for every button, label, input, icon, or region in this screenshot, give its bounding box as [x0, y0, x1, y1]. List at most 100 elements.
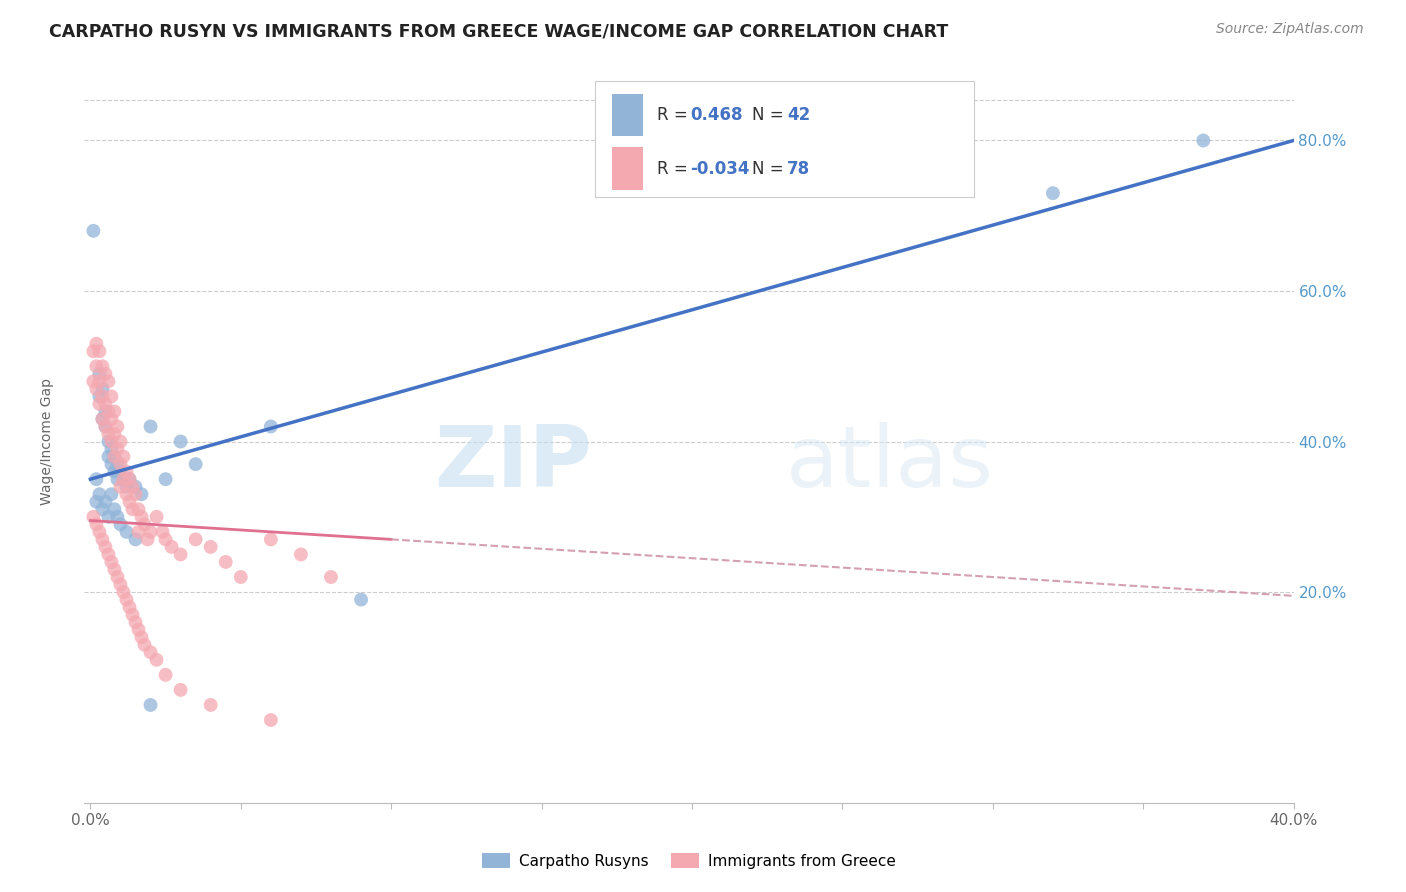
Point [110, 577, 132, 591]
Point [100, 434, 122, 449]
Point [103, 450, 125, 464]
Point [94, 494, 117, 508]
Point [155, 472, 177, 486]
Point [110, 434, 132, 449]
Point [134, 517, 156, 532]
Text: atlas: atlas [786, 422, 994, 505]
Text: 78: 78 [787, 160, 810, 178]
Point [110, 480, 132, 494]
Text: N =: N = [752, 160, 789, 178]
Point [115, 592, 138, 607]
Point [86, 359, 108, 374]
Point [97, 434, 120, 449]
Point [94, 419, 117, 434]
Point [107, 509, 129, 524]
Point [91, 502, 114, 516]
Point [82, 344, 104, 359]
Point [89, 374, 111, 388]
Point [260, 419, 283, 434]
Point [124, 615, 146, 630]
Point [100, 412, 122, 426]
Point [97, 450, 120, 464]
Point [94, 540, 117, 554]
Text: 42: 42 [787, 106, 811, 124]
Point [89, 524, 111, 539]
Text: Source: ZipAtlas.com: Source: ZipAtlas.com [1216, 22, 1364, 37]
Text: CARPATHO RUSYN VS IMMIGRANTS FROM GREECE WAGE/INCOME GAP CORRELATION CHART: CARPATHO RUSYN VS IMMIGRANTS FROM GREECE… [49, 22, 949, 40]
Point [91, 359, 114, 374]
Y-axis label: Wage/Income Gap: Wage/Income Gap [41, 378, 53, 505]
Point [91, 389, 114, 403]
Point [82, 224, 104, 238]
Point [121, 480, 143, 494]
Point [124, 487, 146, 501]
Point [91, 412, 114, 426]
Point [103, 502, 125, 516]
Point [89, 389, 111, 403]
Point [115, 487, 138, 501]
Point [97, 548, 120, 562]
Point [110, 457, 132, 471]
Point [97, 404, 120, 418]
Point [86, 382, 108, 396]
Point [97, 509, 120, 524]
Point [124, 480, 146, 494]
Point [100, 555, 122, 569]
Point [260, 713, 283, 727]
Point [107, 472, 129, 486]
Point [97, 427, 120, 442]
Point [169, 548, 191, 562]
Point [115, 524, 138, 539]
Point [107, 419, 129, 434]
Point [128, 502, 150, 516]
Text: ZIP: ZIP [434, 422, 592, 505]
Point [91, 382, 114, 396]
Point [97, 374, 120, 388]
Point [131, 630, 153, 644]
Point [89, 344, 111, 359]
Point [139, 524, 162, 539]
Text: N =: N = [752, 106, 789, 124]
Point [100, 389, 122, 403]
Point [82, 509, 104, 524]
Point [136, 533, 159, 547]
Point [86, 517, 108, 532]
Point [82, 374, 104, 388]
Point [103, 465, 125, 479]
Point [215, 555, 238, 569]
Point [89, 397, 111, 411]
Point [118, 472, 141, 486]
Point [121, 502, 143, 516]
Point [118, 600, 141, 615]
Point [91, 533, 114, 547]
Point [112, 472, 135, 486]
Point [134, 638, 156, 652]
Point [184, 533, 207, 547]
Point [155, 668, 177, 682]
Point [131, 509, 153, 524]
Point [94, 404, 117, 418]
Point [319, 570, 342, 584]
Point [89, 487, 111, 501]
Point [107, 570, 129, 584]
Point [128, 623, 150, 637]
Point [139, 419, 162, 434]
Text: R =: R = [657, 160, 693, 178]
Point [260, 533, 283, 547]
Point [112, 450, 135, 464]
Point [121, 607, 143, 622]
Point [89, 367, 111, 381]
Point [139, 645, 162, 659]
Point [169, 682, 191, 697]
Point [145, 653, 167, 667]
Point [94, 367, 117, 381]
Point [103, 450, 125, 464]
Point [118, 494, 141, 508]
Point [169, 434, 191, 449]
Point [350, 592, 373, 607]
Point [115, 465, 138, 479]
Point [1042, 186, 1064, 201]
Text: R =: R = [657, 106, 693, 124]
Point [107, 457, 129, 471]
Point [200, 698, 222, 712]
